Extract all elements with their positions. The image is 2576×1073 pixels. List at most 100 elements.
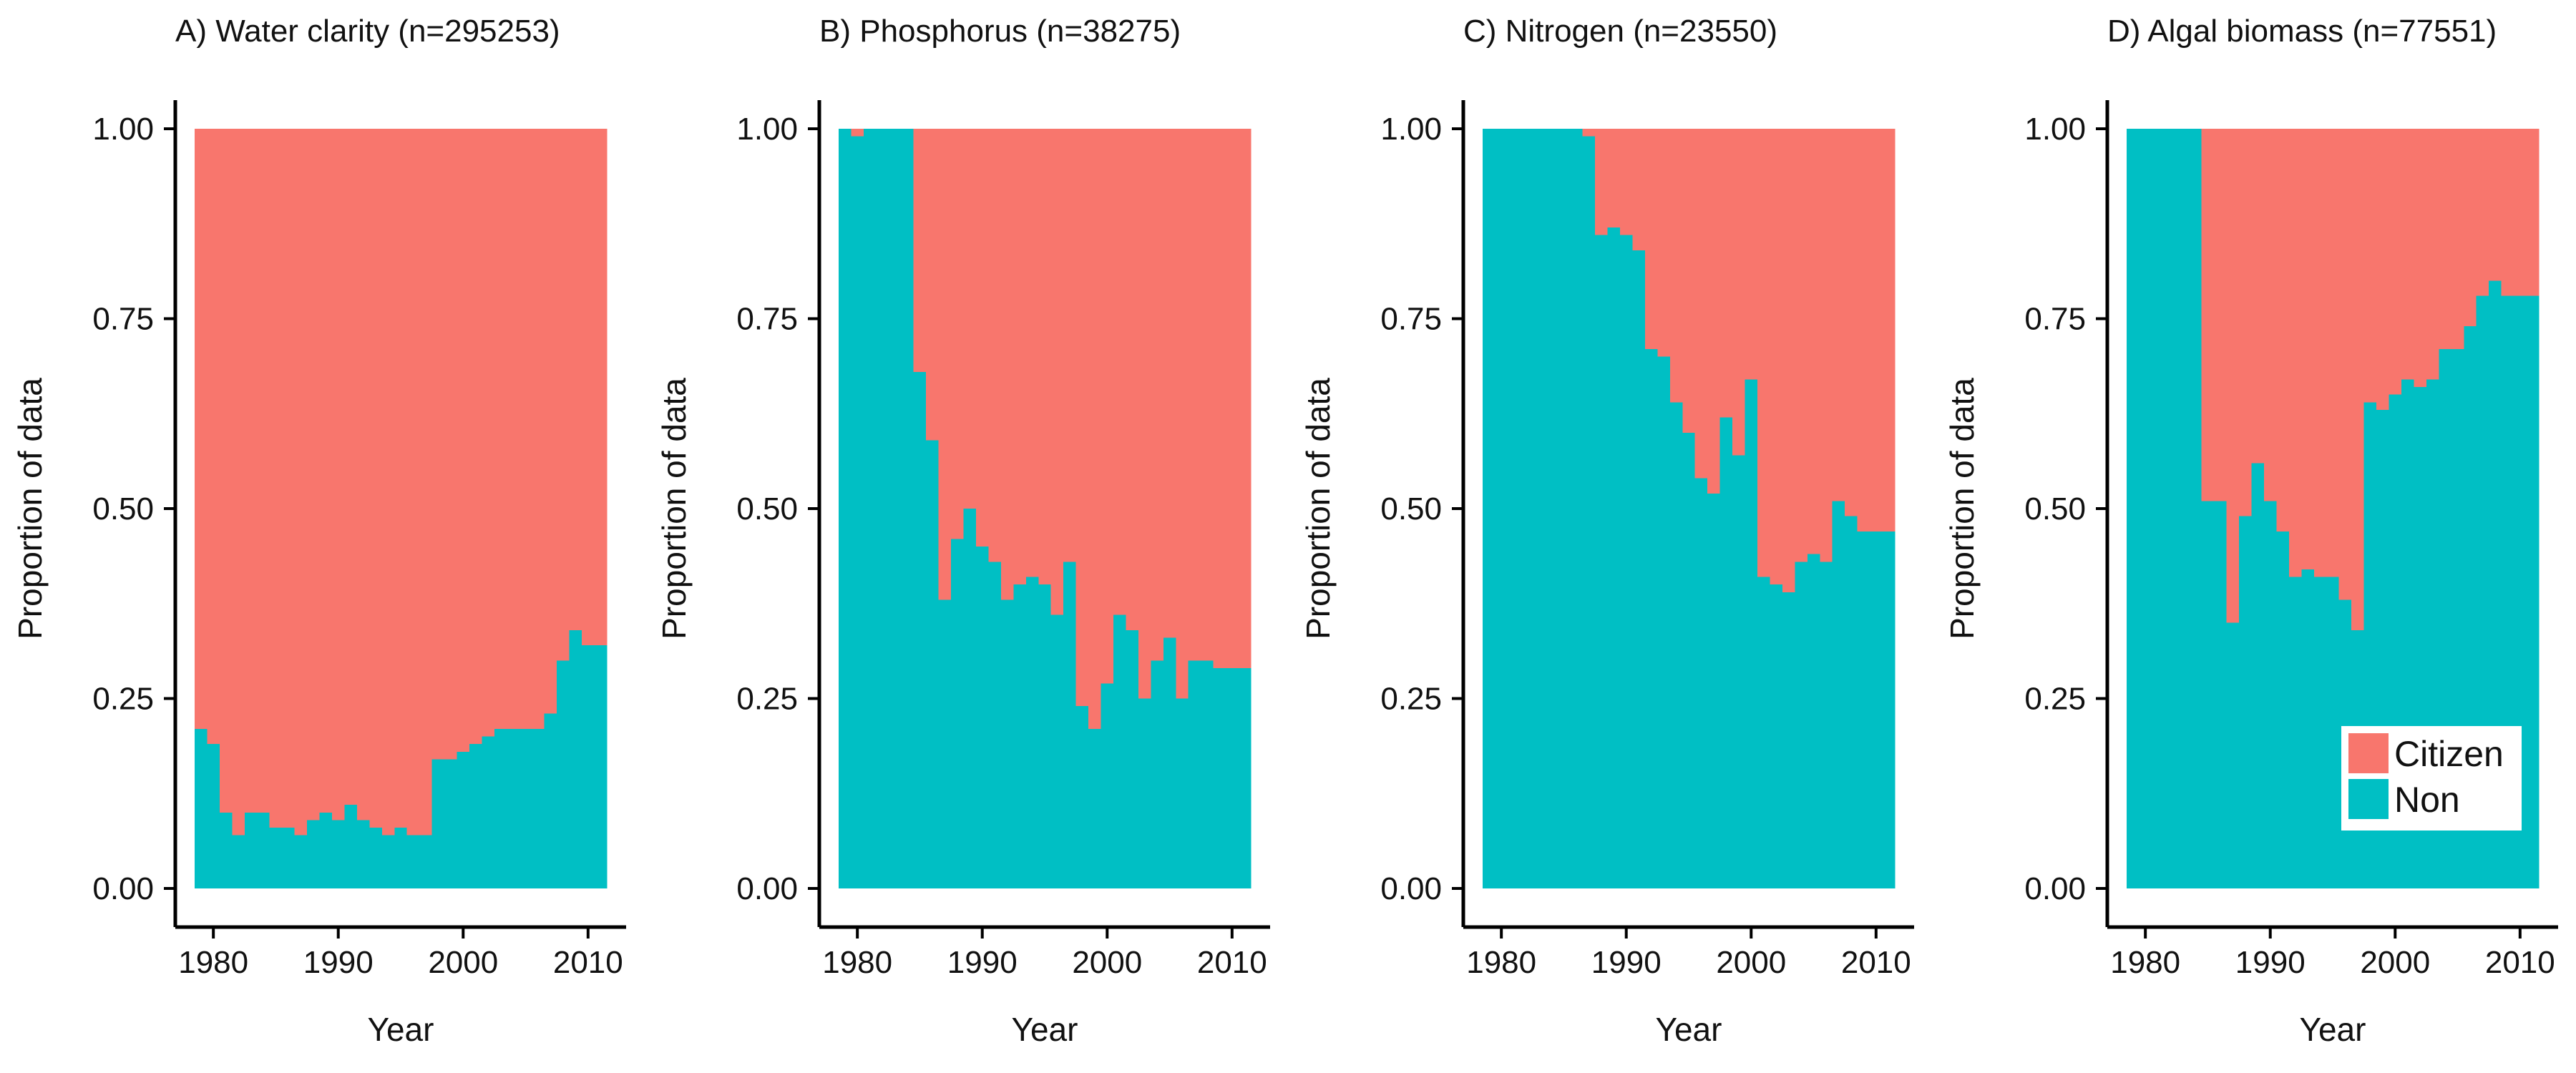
bar-citizen: [2264, 129, 2278, 501]
bar-citizen: [1607, 129, 1621, 228]
x-tick-label: 2000: [1072, 945, 1142, 980]
bar-citizen: [2351, 129, 2365, 630]
bar-citizen: [913, 129, 927, 372]
bar-citizen: [1025, 129, 1039, 577]
x-tick-label: 2000: [428, 945, 498, 980]
bar-non: [988, 562, 1002, 888]
bar-citizen: [1857, 129, 1870, 531]
y-tick-label: 1.00: [1380, 112, 1442, 147]
bar-citizen: [988, 129, 1002, 562]
bar-non: [1213, 668, 1226, 888]
bar-citizen: [1151, 129, 1164, 661]
bar-citizen: [2276, 129, 2290, 531]
bar-citizen: [963, 129, 977, 509]
bar-non: [1820, 562, 1833, 888]
bar-citizen: [1101, 129, 1114, 684]
bar-citizen: [2251, 129, 2265, 464]
x-tick-label: 2000: [1716, 945, 1786, 980]
legend-swatch: [2348, 779, 2389, 819]
bar-citizen: [195, 129, 208, 729]
bar-citizen: [2363, 129, 2377, 403]
bar-non: [1201, 660, 1214, 888]
panel-title: D) Algal biomass (n=77551): [2107, 14, 2497, 49]
bar-non: [1857, 531, 1870, 888]
bar-non: [1570, 129, 1584, 888]
bar-non: [2214, 501, 2228, 888]
bar-non: [2164, 129, 2177, 888]
bar-non: [469, 744, 483, 888]
bar-citizen: [851, 129, 864, 137]
bar-non: [307, 820, 321, 888]
bar-non: [2201, 501, 2215, 888]
bar-citizen: [1213, 129, 1226, 669]
bar-non: [888, 129, 902, 888]
bar-citizen: [1088, 129, 1102, 729]
x-tick-label: 2010: [1197, 945, 1267, 980]
bar-non: [1620, 235, 1634, 888]
bar-citizen: [257, 129, 270, 813]
bar-non: [1795, 562, 1808, 888]
bar-citizen: [469, 129, 483, 745]
bar-citizen: [494, 129, 507, 729]
bar-non: [2226, 622, 2240, 888]
panel-title: C) Nitrogen (n=23550): [1463, 14, 1777, 49]
y-tick-label: 0.00: [2024, 871, 2086, 906]
bar-non: [1063, 562, 1077, 888]
bar-non: [1707, 493, 1721, 888]
x-axis-title: Year: [1656, 1011, 1722, 1048]
bar-citizen: [1138, 129, 1151, 699]
bar-citizen: [2514, 129, 2527, 296]
bar-citizen: [1694, 129, 1708, 479]
bar-non: [2127, 129, 2140, 888]
bar-non: [195, 728, 208, 888]
bar-non: [913, 371, 927, 888]
bar-non: [519, 728, 532, 888]
bar-citizen: [2214, 129, 2228, 501]
x-axis-title: Year: [1012, 1011, 1078, 1048]
bar-citizen: [951, 129, 965, 539]
bar-citizen: [406, 129, 420, 836]
bar-non: [569, 629, 582, 888]
bar-non: [344, 805, 358, 888]
bar-citizen: [1126, 129, 1139, 630]
bar-citizen: [1632, 129, 1646, 250]
bar-non: [2301, 569, 2315, 888]
x-tick-label: 1990: [1591, 945, 1662, 980]
bar-citizen: [2501, 129, 2514, 296]
bar-citizen: [1000, 129, 1014, 600]
panel-b: 0.00 0.25 0.50 0.75 1.00 1980 1990 2000 2010 Year…: [655, 14, 1270, 1048]
bar-non: [2151, 129, 2165, 888]
x-tick-label: 1980: [178, 945, 248, 980]
y-tick-label: 0.50: [2024, 491, 2086, 526]
legend-label: Non: [2394, 780, 2460, 820]
y-tick-label: 0.00: [92, 871, 154, 906]
bar-citizen: [2301, 129, 2315, 569]
panel-title: B) Phosphorus (n=38275): [819, 14, 1181, 49]
bar-non: [582, 645, 595, 888]
bar-citizen: [938, 129, 952, 600]
bar-non: [1126, 629, 1139, 888]
bar-non: [1163, 637, 1176, 888]
bar-non: [219, 812, 233, 888]
bar-citizen: [431, 129, 445, 760]
bar-citizen: [1820, 129, 1833, 562]
bar-citizen: [282, 129, 296, 828]
y-tick-label: 0.25: [1380, 682, 1442, 717]
bar-non: [1644, 348, 1658, 889]
bar-citizen: [2476, 129, 2489, 296]
x-tick-label: 2010: [553, 945, 623, 980]
bar-citizen: [2313, 129, 2327, 577]
bar-citizen: [319, 129, 333, 813]
bar-citizen: [1582, 129, 1596, 137]
bar-non: [1532, 129, 1546, 888]
bar-citizen: [207, 129, 220, 745]
bar-citizen: [2376, 129, 2390, 410]
bar-non: [976, 547, 990, 888]
bar-citizen: [356, 129, 370, 820]
bar-citizen: [507, 129, 520, 729]
bar-citizen: [1719, 129, 1733, 418]
y-tick-label: 0.75: [736, 302, 798, 337]
y-tick-label: 0.75: [2024, 302, 2086, 337]
bar-citizen: [1644, 129, 1658, 349]
bar-non: [319, 812, 333, 888]
